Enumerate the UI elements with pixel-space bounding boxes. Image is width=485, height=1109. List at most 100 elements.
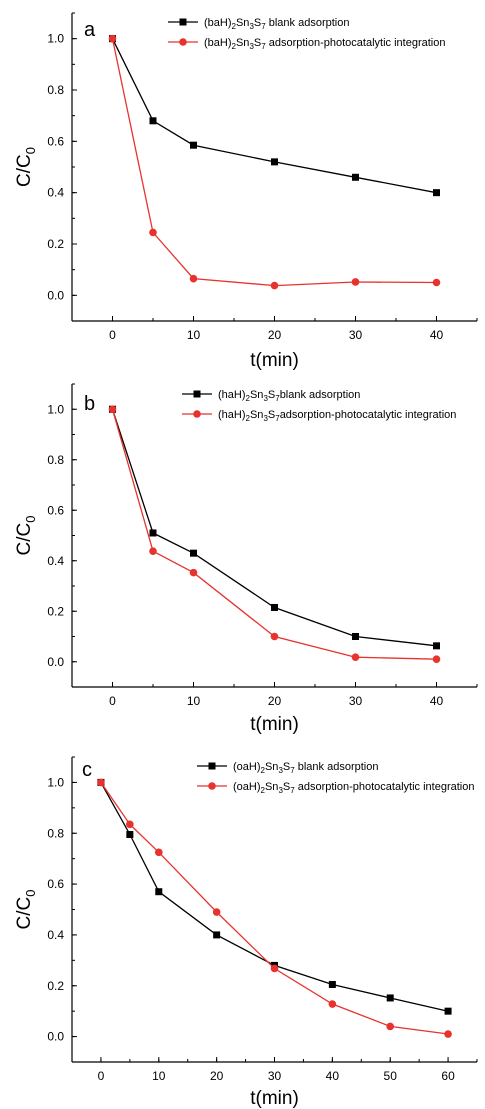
x-axis-title: t(min) [250,350,299,371]
data-point-circle [154,848,163,857]
chart-panel-b: 0.00.20.40.60.81.00 10 20 30 40t(min)C/C0b (h… [14,383,478,735]
x-tick-label: 40 [430,328,444,342]
legend-label: (haH)2Sn3S7adsorption-photocatalytic int… [218,409,456,423]
legend-prefix: (oaH) [233,761,261,773]
panel-letter: a [84,19,96,41]
legend-suffix: adsorption-photocatalytic integration [280,409,457,421]
legend-prefix: (haH) [218,409,246,421]
legend-subscript: 3 [278,786,283,795]
y-tick-label: 0.2 [47,604,64,618]
series-line [111,409,437,647]
legend-entry: (baH)2Sn3S7 adsorption-photocatalytic in… [168,37,445,51]
data-point-circle [432,655,441,664]
y-axis-title-main: C/C [14,897,35,930]
series-line [111,409,437,660]
legend-suffix: blank adsorption [266,17,350,29]
legend-suffix: blank adsorption [280,389,361,401]
y-axis-title-subscript: 0 [23,890,38,897]
data-point-circle [386,1022,395,1031]
legend-marker-square [208,762,216,770]
y-tick-label: 0.8 [47,826,64,840]
y-axis-title: C/C0 [14,890,38,930]
series-photocatalytic-integration [108,34,441,290]
x-tick-label: 10 [187,694,201,708]
legend-subscript: 3 [278,766,283,775]
data-point-square [352,633,359,640]
y-tick-label: 0.4 [47,928,64,942]
legend-subscript: 2 [246,394,251,403]
data-point-square [328,980,336,988]
legend-entry: (baH)2Sn3S7 blank adsorption [168,17,349,31]
data-point-circle [189,274,198,283]
legend-subscript: 7 [275,394,280,403]
series-blank-adsorption [109,405,440,650]
legend-element: S [268,389,275,401]
y-tick-label: 1.0 [47,402,64,416]
y-tick-label: 0.8 [47,83,64,97]
legend-subscript: 3 [249,22,254,31]
data-point-circle [270,281,279,290]
data-point-circle [212,908,221,916]
x-tick-label: 0 [109,328,116,342]
data-point-circle [108,405,117,414]
legend-element: S [283,761,290,773]
legend-prefix: (baH) [204,17,232,29]
y-axis-title-main: C/C [14,523,35,556]
legend-prefix: (baH) [204,37,232,49]
data-point-square [444,1007,452,1015]
data-point-square [271,603,278,611]
series-photocatalytic-integration [97,778,452,1038]
data-point-circle [270,964,279,973]
data-point-square [433,642,440,650]
legend-subscript: 2 [261,786,266,795]
data-point-circle [351,653,360,662]
data-point-circle [126,820,134,829]
x-tick-label: 0 [109,694,116,708]
data-point-circle [189,568,198,577]
y-tick-label: 0.4 [47,186,64,200]
data-point-circle [149,547,157,555]
legend-prefix: (oaH) [233,781,261,793]
x-tick-label: 30 [349,694,363,708]
legend-element: Sn [250,389,263,401]
legend-subscript: 3 [249,42,254,51]
y-tick-label: 0.6 [47,503,64,517]
legend-element: Sn [265,781,278,793]
legend-marker-circle [208,782,216,790]
data-point-square [271,158,278,166]
legend-marker-circle [193,410,201,418]
y-tick-label: 0.2 [47,979,64,993]
x-tick-label: 30 [268,1069,282,1083]
x-axis-title: t(min) [250,714,299,735]
data-point-square [433,189,440,197]
y-axis-title: C/C0 [14,147,38,187]
data-point-circle [432,278,441,287]
y-tick-label: 0.6 [47,877,64,891]
x-tick-label: 40 [326,1069,340,1083]
data-point-circle [97,778,105,787]
data-point-circle [444,1030,452,1038]
legend-subscript: 2 [246,414,251,423]
x-tick-label: 20 [268,328,282,342]
legend-element: S [268,409,275,421]
x-axis-title: t(min) [250,1088,299,1109]
x-tick-label: 30 [349,328,363,342]
series-line [100,782,449,1012]
legend-label: (baH)2Sn3S7 blank adsorption [204,17,349,31]
series-blank-adsorption [97,778,452,1015]
y-tick-label: 0.8 [47,453,64,467]
data-point-circle [328,1000,337,1008]
y-tick-label: 1.0 [47,32,64,46]
legend-element: S [254,17,261,29]
x-tick-label: 10 [187,328,201,342]
x-tick-label: 50 [384,1069,398,1083]
legend-subscript: 7 [261,22,266,31]
y-tick-label: 0.0 [47,655,64,669]
legend-element: Sn [265,761,278,773]
legend-subscript: 2 [261,766,266,775]
legend-subscript: 7 [290,786,295,795]
legend-subscript: 2 [232,22,237,31]
legend-entry: (haH)2Sn3S7blank adsorption [182,389,360,403]
data-point-square [352,173,359,181]
